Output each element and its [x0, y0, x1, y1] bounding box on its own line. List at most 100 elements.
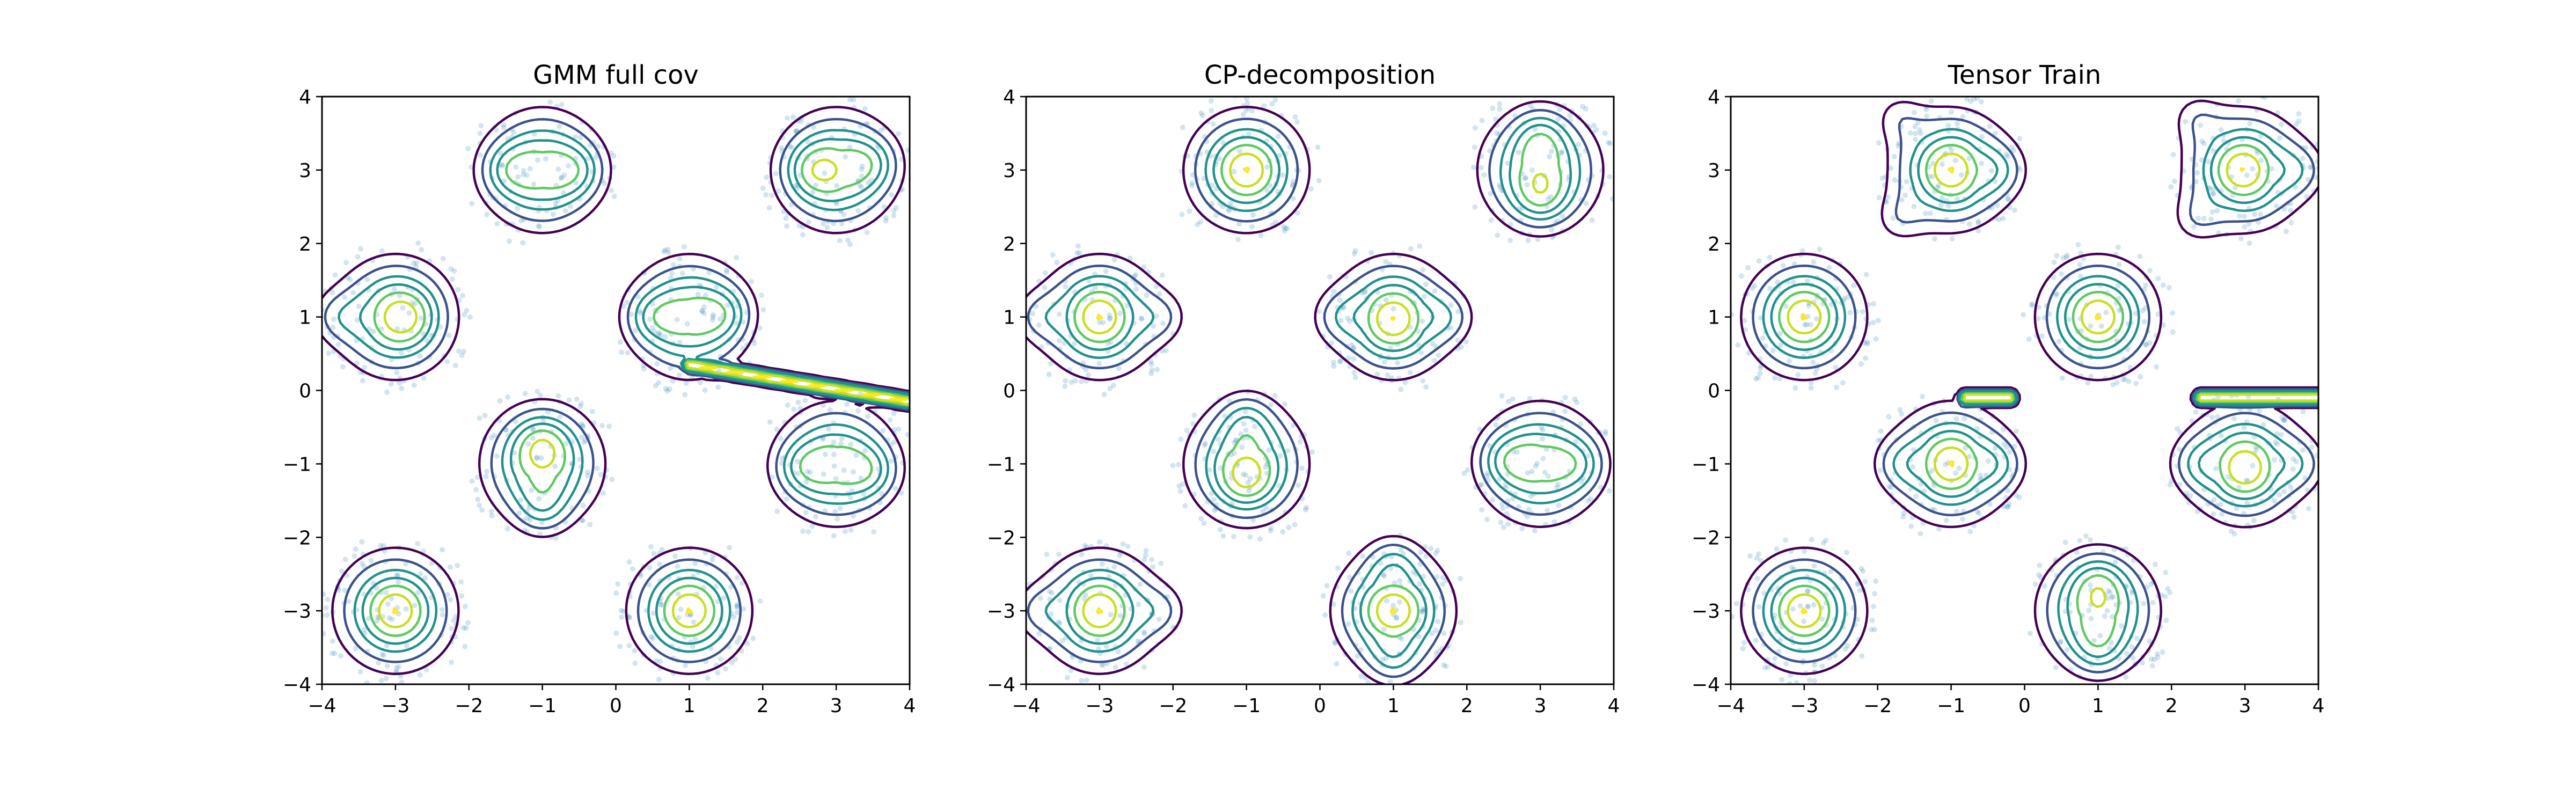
sample-point [1953, 508, 1959, 514]
sample-point [611, 194, 617, 199]
sample-point [2062, 539, 2068, 545]
sample-point [462, 312, 467, 318]
sample-point [793, 182, 799, 188]
sample-point [1602, 130, 1608, 136]
sample-point [1242, 408, 1248, 414]
sample-point [751, 340, 757, 346]
sample-point [1107, 316, 1113, 322]
sample-point [529, 487, 535, 493]
sample-point [2029, 301, 2035, 307]
sample-point [795, 399, 801, 405]
sample-point [831, 439, 837, 445]
sample-point [1190, 172, 1196, 178]
sample-point [1557, 106, 1563, 112]
sample-point [516, 510, 522, 516]
sample-point [638, 310, 643, 316]
y-tick-label: −4 [283, 674, 311, 696]
sample-point [2124, 650, 2129, 656]
panel-title: Tensor Train [1948, 60, 2102, 90]
sample-point [1103, 643, 1109, 649]
sample-point [1583, 106, 1589, 112]
sample-point [1767, 254, 1773, 260]
sample-point [2272, 498, 2278, 504]
sample-point [1385, 372, 1391, 378]
sample-point [1908, 523, 1914, 529]
sample-point [384, 389, 390, 395]
sample-point [1296, 482, 1301, 488]
sample-point [632, 660, 638, 666]
sample-point [1488, 217, 1494, 223]
contour-level-6 [1082, 152, 1549, 628]
sample-point [1823, 537, 1829, 543]
sample-point [626, 643, 632, 649]
sample-point [1211, 449, 1217, 455]
sample-point [1967, 529, 1973, 535]
sample-point [1117, 613, 1123, 619]
sample-point [690, 643, 696, 649]
sample-point [1136, 602, 1141, 608]
sample-point [559, 102, 565, 107]
sample-point [848, 442, 854, 447]
sample-point [469, 478, 475, 484]
sample-point [800, 529, 806, 534]
sample-point [511, 129, 517, 135]
sample-point [417, 672, 423, 678]
sample-point [392, 286, 397, 292]
sample-point [440, 255, 446, 261]
sample-point [1268, 528, 1274, 533]
sample-point [841, 211, 847, 217]
sample-point [783, 215, 789, 221]
sample-point [322, 631, 326, 636]
sample-point [1562, 408, 1568, 414]
sample-point [1494, 130, 1500, 136]
sample-point [566, 397, 572, 403]
sample-point [1458, 575, 1463, 581]
sample-point [1472, 125, 1478, 131]
sample-point [1150, 564, 1156, 570]
sample-point [2218, 127, 2224, 133]
sample-point [1275, 133, 1281, 139]
sample-point [2083, 533, 2089, 539]
sample-point [1878, 428, 1884, 434]
sample-point [2306, 506, 2311, 511]
sample-point [449, 276, 455, 282]
sample-point [2199, 138, 2205, 144]
sample-point [378, 326, 384, 332]
sample-point [670, 262, 676, 268]
x-tick-label: 2 [757, 695, 769, 717]
sample-point [647, 316, 653, 322]
sample-point [821, 221, 826, 226]
sample-point [552, 201, 558, 206]
sample-point [543, 156, 548, 162]
sample-point [2140, 308, 2146, 314]
sample-point [1939, 162, 1945, 167]
x-tick-label: −4 [1716, 695, 1745, 717]
sample-point [1236, 221, 1242, 227]
sample-point [1381, 573, 1387, 579]
sample-point [2162, 594, 2168, 599]
sample-point [1955, 121, 1960, 126]
panel-title: CP-decomposition [1204, 60, 1436, 90]
sample-point [734, 575, 740, 581]
sample-point [580, 517, 586, 523]
sample-point [1899, 411, 1905, 417]
sample-point [1787, 358, 1792, 364]
sample-point [467, 314, 473, 320]
sample-point [1858, 361, 1864, 367]
sample-point [1243, 427, 1249, 433]
sample-point [672, 553, 678, 559]
sample-point [354, 360, 360, 366]
sample-point [675, 591, 681, 597]
sample-point [1545, 196, 1551, 202]
sample-point [611, 153, 617, 159]
sample-point [2155, 275, 2161, 281]
sample-point [340, 364, 346, 370]
sample-point [741, 606, 747, 612]
sample-point [1148, 358, 1154, 364]
y-tick-label: 2 [1708, 233, 1720, 255]
sample-point [374, 585, 379, 591]
sample-point [718, 656, 723, 662]
sample-point [385, 601, 391, 607]
sample-point [822, 451, 828, 457]
sample-point [534, 456, 539, 462]
